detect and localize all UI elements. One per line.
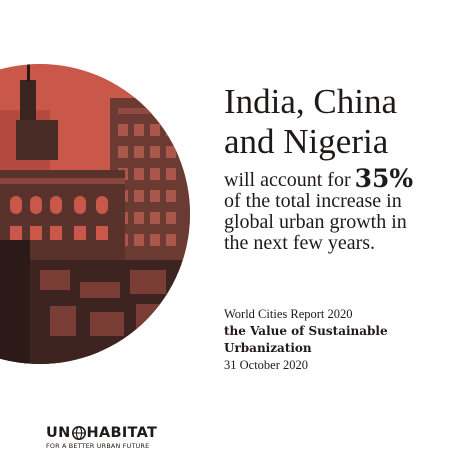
- stat-line-1: will account for 35%: [224, 166, 470, 191]
- report-date: 31 October 2020: [224, 358, 309, 372]
- report-title-line-2: Urbanization: [224, 341, 312, 355]
- headline-line-1: India, China: [224, 82, 398, 121]
- report-source: World Cities Report 2020: [224, 307, 353, 321]
- stat-line-4: the next few years.: [224, 232, 376, 254]
- logo-tagline: FOR A BETTER URBAN FUTURE: [46, 442, 150, 450]
- statistic-text: will account for 35% of the total increas…: [224, 166, 470, 254]
- stat-line-2: of the total increase in: [224, 190, 402, 212]
- headline: India, China and Nigeria: [224, 82, 464, 162]
- stat-percentage: 35%: [354, 164, 414, 193]
- un-habitat-logo: UN HABITAT FOR A BETTER URBAN FUTURE: [46, 425, 206, 450]
- logo-text-right: HABITAT: [86, 425, 158, 441]
- headline-line-2: and Nigeria: [224, 122, 389, 161]
- stat-lead: will account for: [224, 169, 351, 191]
- logo-text-left: UN: [46, 425, 71, 441]
- stat-line-3: global urban growth in: [224, 211, 407, 233]
- report-title-line-1: the Value of Sustainable: [224, 324, 388, 338]
- globe-icon: [71, 426, 86, 440]
- report-citation: World Cities Report 2020 the Value of Su…: [224, 306, 464, 374]
- logo-wordmark: UN HABITAT: [46, 425, 206, 441]
